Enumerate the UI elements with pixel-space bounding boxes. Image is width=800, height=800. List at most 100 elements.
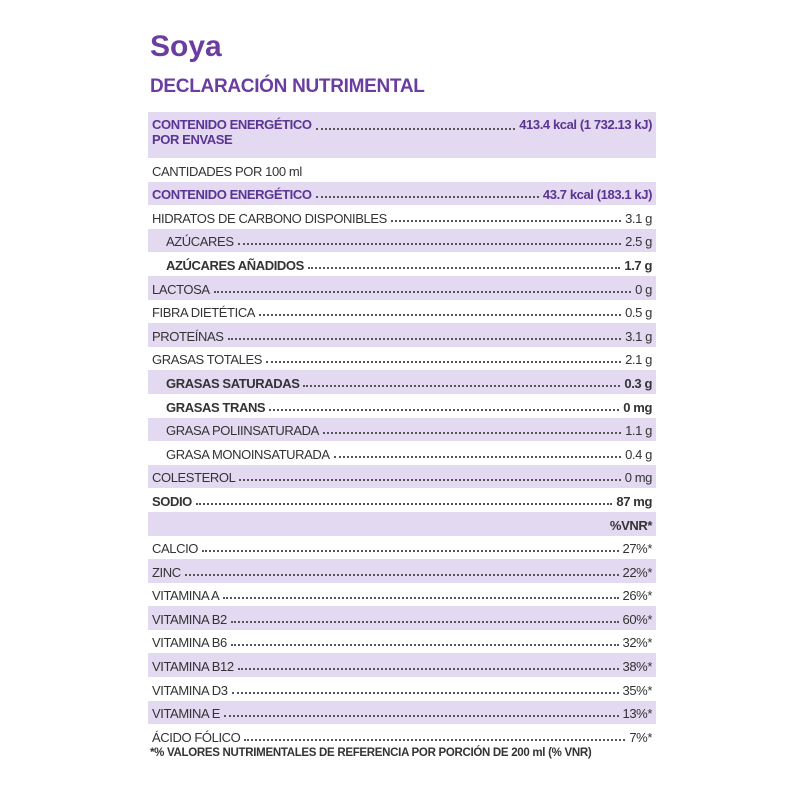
nutrient-label: GRASAS TOTALES [152,352,262,367]
nutrient-row: GRASA POLIINSATURADA 1.1 g [148,417,656,442]
dot-leader [213,290,632,293]
nutrient-row: HIDRATOS DE CARBONO DISPONIBLES 3.1 g [148,205,656,229]
nutrient-value: 87 mg [616,493,652,509]
nutrient-row: LACTOSA 0 g [148,275,656,300]
nutrient-label: VITAMINA A [152,588,220,603]
nutrient-value: 38%* [622,659,653,675]
label-line: CONTENIDO ENERGÉTICO [152,117,312,132]
footnote: *% VALORES NUTRIMENTALES DE REFERENCIA P… [150,747,592,759]
dot-leader [223,597,619,600]
nutrient-row: PROTEÍNAS 3.1 g [148,323,656,347]
label-line: COLESTEROL [152,470,236,486]
nutrient-row: ZINC 22%* [148,559,656,583]
nutrient-value: 60%* [622,611,653,627]
nutrient-label: GRASAS SATURADAS [152,375,300,391]
label-line: POR ENVASE [152,132,233,147]
nutrient-row: %VNR* [148,511,656,536]
dot-leader [239,479,621,482]
nutrient-value: 0 g [635,281,652,297]
nutrient-label: ZINC [152,565,181,580]
nutrient-row: CANTIDADES POR 100 ml [148,158,656,182]
nutrient-row: GRASA MONOINSATURADA 0.4 g [148,441,656,465]
nutrient-label: CONTENIDO ENERGÉTICO [152,187,312,202]
dot-leader [322,432,622,435]
label-line: VITAMINA E [152,706,220,722]
dot-leader [315,196,539,199]
label-line: GRASAS TRANS [166,399,266,415]
label-line: GRASAS SATURADAS [166,375,300,391]
label-line: SODIO [152,493,192,509]
nutrient-value: 0 mg [624,470,653,486]
dot-leader [303,384,621,387]
dot-leader [230,620,619,623]
label-line: CONTENIDO ENERGÉTICO [152,187,312,203]
label-line: VITAMINA B12 [152,659,234,675]
label-line: PROTEÍNAS [152,328,224,344]
nutrient-value: 43.7 kcal (183.1 kJ) [542,187,652,203]
label-line: ÁCIDO FÓLICO [152,729,241,745]
dot-leader [230,644,619,647]
nutrient-label: CALCIO [152,541,198,556]
dot-leader [237,668,619,671]
title: Soya [150,30,222,63]
nutrient-label: LACTOSA [152,282,210,297]
nutrient-label: PROTEÍNAS [152,329,224,344]
nutrient-label: HIDRATOS DE CARBONO DISPONIBLES [152,211,387,226]
nutrient-value: 3.1 g [625,210,652,226]
nutrient-value: 13%* [622,706,653,722]
nutrient-label: CANTIDADES POR 100 ml [152,164,302,179]
nutrient-row: VITAMINA E 13%* [148,700,656,725]
nutrient-label: GRASAS TRANS [152,399,266,415]
label-line: FIBRA DIETÉTICA [152,305,256,321]
nutrient-row: VITAMINA B2 60%* [148,606,656,630]
dot-leader [224,715,619,718]
label-line: AZÚCARES AÑADIDOS [166,257,304,273]
dot-leader [307,266,621,269]
nutrient-row: CALCIO 27%* [148,536,656,560]
nutrient-label: FIBRA DIETÉTICA [152,305,255,320]
nutrient-value: 7%* [629,729,652,745]
nutrient-label: COLESTEROL [152,470,236,486]
nutrient-value: 2.5 g [625,234,652,250]
nutrient-row: GRASAS TOTALES 2.1 g [148,347,656,371]
nutrient-value: 1.1 g [625,423,652,439]
nutrient-label: AZÚCARES AÑADIDOS [152,258,304,273]
label-line: CALCIO [152,541,199,557]
dot-leader [390,219,622,222]
nutrient-value: 27%* [622,541,653,557]
label-line: LACTOSA [152,281,210,297]
nutrient-label: GRASA MONOINSATURADA [152,447,330,462]
label-line: GRASAS TOTALES [152,352,262,368]
nutrient-label: AZÚCARES [152,234,234,249]
nutrient-row: COLESTEROL 0 mg [148,464,656,489]
nutrient-row: VITAMINA D3 35%* [148,677,656,701]
dot-leader [227,337,622,340]
nutrient-label: CONTENIDO ENERGÉTICO POR ENVASE [152,117,312,147]
nutrient-row: VITAMINA B6 32%* [148,630,656,654]
dot-leader [237,243,622,246]
nutrient-value: 1.7 g [624,257,652,273]
nutrient-value: 22%* [622,564,653,580]
dot-leader [184,573,619,576]
nutrient-value: %VNR* [609,517,652,533]
nutrient-label: ÁCIDO FÓLICO [152,729,241,745]
heading: DECLARACIÓN NUTRIMENTAL [150,76,425,97]
nutrient-value: 32%* [622,635,653,651]
label-line: GRASA MONOINSATURADA [166,446,330,462]
label-line: VITAMINA B6 [152,635,227,651]
label-line: HIDRATOS DE CARBONO DISPONIBLES [152,210,387,226]
nutrient-value: 0.5 g [625,305,652,321]
nutrient-label: VITAMINA E [152,706,220,721]
nutrient-row: ÁCIDO FÓLICO 7%* [148,724,656,748]
nutrient-label: VITAMINA B6 [152,635,227,650]
nutrient-row: SODIO 87 mg [148,488,656,512]
dot-leader [259,314,622,317]
dot-leader [315,128,516,130]
dot-leader [333,455,622,458]
nutrient-row: AZÚCARES AÑADIDOS 1.7 g [148,252,656,276]
nutrient-value: 35%* [622,682,653,698]
nutrient-label: VITAMINA B2 [152,612,227,627]
dot-leader [269,408,620,411]
nutrient-row: GRASAS SATURADAS 0.3 g [148,370,656,394]
